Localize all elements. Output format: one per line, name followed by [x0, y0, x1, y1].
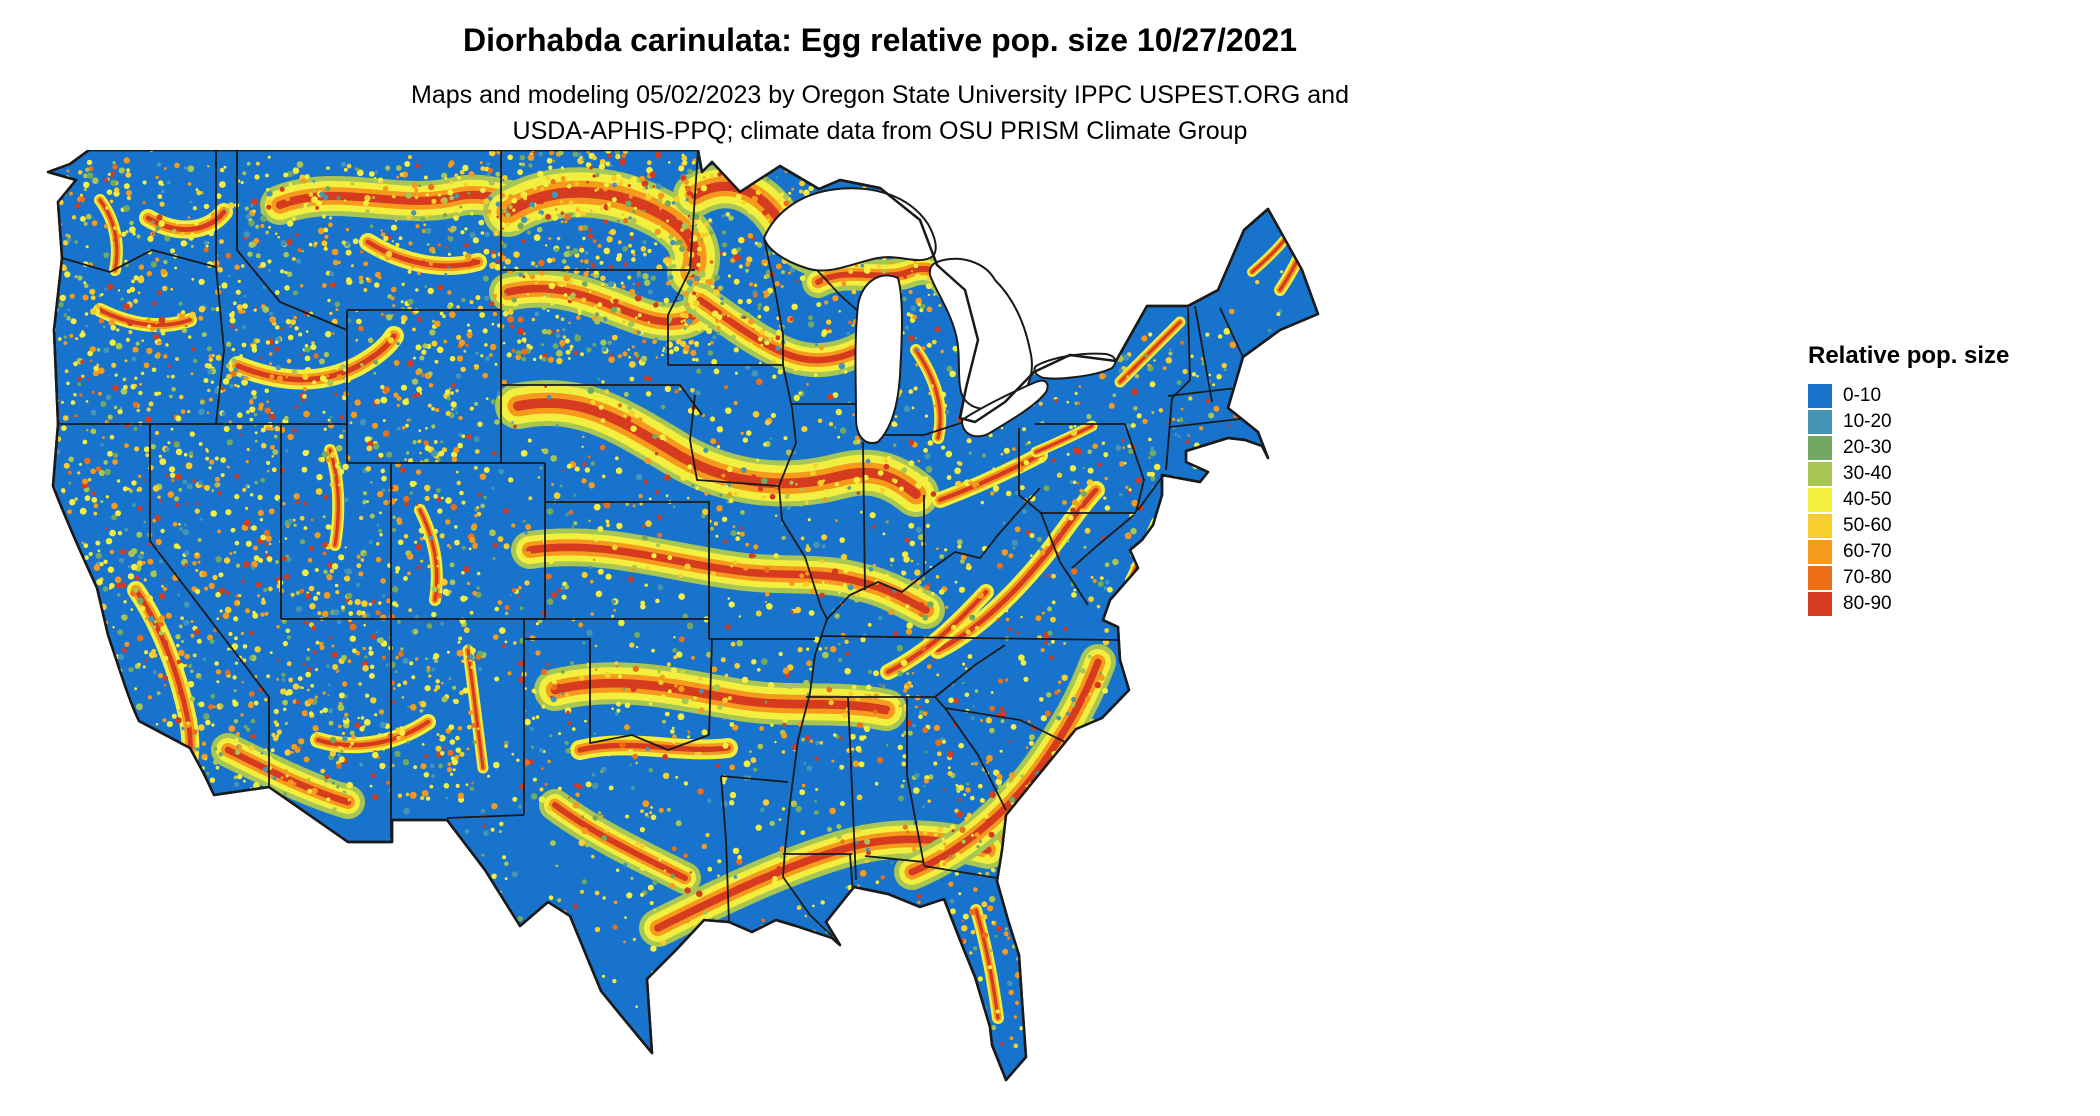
figure-header: Diorhabda carinulata: Egg relative pop. … — [60, 22, 1700, 151]
legend-item: 80-90 — [1808, 591, 2009, 617]
figure-title: Diorhabda carinulata: Egg relative pop. … — [462, 22, 1298, 58]
figure-subtitle-line2: USDA-APHIS-PPQ; climate data from OSU PR… — [512, 117, 1248, 145]
legend-item: 50-60 — [1808, 513, 2009, 539]
legend-item: 60-70 — [1808, 539, 2009, 565]
figure-subtitle-line1: Maps and modeling 05/02/2023 by Oregon S… — [411, 81, 1349, 109]
us-border-overlay — [46, 150, 1320, 1082]
legend-color-swatch — [1808, 462, 1832, 486]
legend-color-swatch — [1808, 436, 1832, 460]
legend-label: 0-10 — [1843, 385, 1882, 406]
us-map-svg — [46, 150, 1320, 1082]
legend-label: 80-90 — [1843, 593, 1892, 614]
legend-color-swatch — [1808, 384, 1832, 408]
legend-item: 40-50 — [1808, 487, 2009, 513]
legend-item: 10-20 — [1808, 409, 2009, 435]
lake-superior — [762, 187, 937, 272]
legend-item: 0-10 — [1808, 383, 2009, 409]
legend-label: 20-30 — [1843, 437, 1892, 458]
legend-item: 30-40 — [1808, 461, 2009, 487]
legend-items: 0-10 10-20 20-30 30-40 40-50 50-60 60-70 70-80 8… — [1808, 383, 2009, 617]
legend-item: 70-80 — [1808, 565, 2009, 591]
legend-color-swatch — [1808, 410, 1832, 434]
legend-color-swatch — [1808, 540, 1832, 564]
legend-color-swatch — [1808, 592, 1832, 616]
great-lakes — [762, 187, 1117, 444]
legend-label: 40-50 — [1843, 489, 1892, 510]
state-borders — [58, 150, 1244, 937]
lake-ontario — [1033, 352, 1117, 380]
legend-item: 20-30 — [1808, 435, 2009, 461]
legend-label: 50-60 — [1843, 515, 1892, 536]
map-legend: Relative pop. size 0-10 10-20 20-30 30-40 40… — [1808, 342, 2009, 617]
legend-color-swatch — [1808, 488, 1832, 512]
legend-color-swatch — [1808, 566, 1832, 590]
legend-title: Relative pop. size — [1808, 342, 2010, 369]
lake-michigan — [854, 274, 903, 444]
legend-label: 60-70 — [1843, 541, 1892, 562]
us-map — [40, 150, 1320, 1110]
legend-color-swatch — [1808, 514, 1832, 538]
legend-label: 10-20 — [1843, 411, 1892, 432]
legend-label: 70-80 — [1843, 567, 1892, 588]
legend-label: 30-40 — [1843, 463, 1892, 484]
lake-erie — [960, 379, 1049, 438]
